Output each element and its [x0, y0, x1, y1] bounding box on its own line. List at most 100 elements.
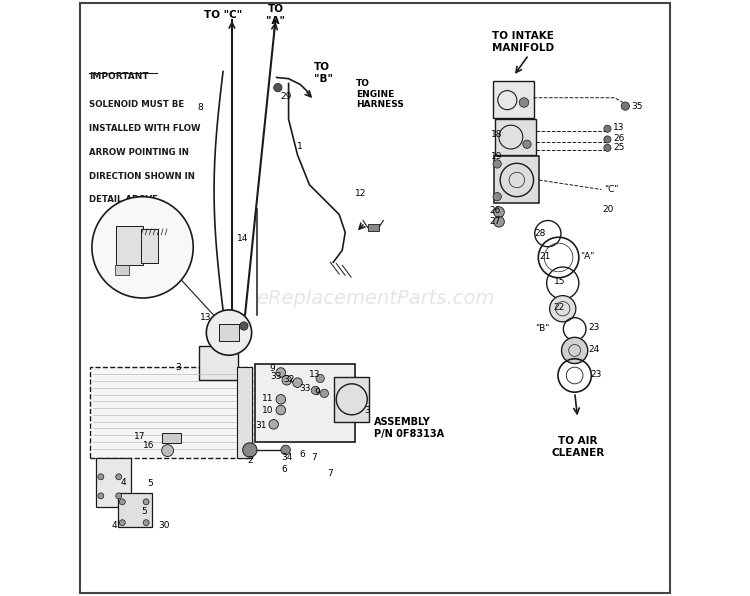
Text: 6: 6 — [299, 449, 304, 459]
Text: 23: 23 — [588, 323, 600, 333]
Bar — [368, 224, 379, 231]
Circle shape — [276, 405, 286, 415]
Bar — [254, 364, 355, 442]
Circle shape — [274, 83, 282, 92]
Text: 7: 7 — [328, 469, 333, 479]
Text: 11: 11 — [262, 393, 274, 403]
Circle shape — [98, 474, 104, 480]
Text: 17: 17 — [134, 432, 146, 441]
Text: TO
"A": TO "A" — [266, 4, 285, 26]
Circle shape — [92, 197, 194, 298]
Text: "A": "A" — [580, 252, 595, 261]
Text: 13: 13 — [200, 312, 211, 322]
Text: 26: 26 — [490, 206, 501, 216]
Circle shape — [550, 296, 576, 322]
Circle shape — [162, 445, 173, 457]
Text: TO "C": TO "C" — [204, 10, 242, 20]
Text: 22: 22 — [554, 303, 565, 312]
Text: TO AIR
CLEANER: TO AIR CLEANER — [551, 436, 604, 458]
Circle shape — [269, 420, 278, 429]
Bar — [162, 433, 181, 443]
Bar — [237, 367, 252, 458]
Circle shape — [119, 520, 125, 526]
Text: 13: 13 — [309, 370, 320, 379]
Text: ASSEMBLY
P/N 0F8313A: ASSEMBLY P/N 0F8313A — [374, 417, 444, 439]
Text: TO
"B": TO "B" — [314, 62, 333, 83]
Circle shape — [320, 389, 328, 398]
Circle shape — [493, 193, 501, 201]
Circle shape — [276, 395, 286, 404]
Text: 28: 28 — [535, 228, 546, 238]
Text: 9: 9 — [270, 364, 275, 373]
Text: 13: 13 — [614, 123, 625, 132]
Text: IMPORTANT: IMPORTANT — [89, 72, 148, 80]
Text: 4: 4 — [112, 521, 118, 530]
Text: TO
ENGINE
HARNESS: TO ENGINE HARNESS — [356, 79, 404, 109]
Text: INSTALLED WITH FLOW: INSTALLED WITH FLOW — [89, 124, 200, 133]
Text: 8: 8 — [197, 103, 203, 112]
Bar — [96, 458, 130, 507]
Circle shape — [116, 474, 122, 480]
Circle shape — [311, 386, 320, 395]
Text: 34: 34 — [281, 453, 292, 462]
Text: DIRECTION SHOWN IN: DIRECTION SHOWN IN — [89, 172, 195, 181]
Text: "B": "B" — [535, 324, 549, 334]
Text: eReplacementParts.com: eReplacementParts.com — [256, 288, 494, 308]
Text: 4: 4 — [120, 478, 126, 488]
Text: 27: 27 — [490, 216, 501, 226]
Bar — [200, 346, 238, 380]
Circle shape — [98, 493, 104, 499]
Text: 3: 3 — [364, 405, 370, 415]
Circle shape — [519, 98, 529, 107]
Circle shape — [494, 216, 504, 227]
Bar — [494, 156, 539, 203]
Text: 33: 33 — [299, 384, 310, 393]
Text: 30: 30 — [158, 521, 170, 530]
Text: 6: 6 — [281, 465, 286, 474]
Text: 2: 2 — [248, 455, 254, 465]
Text: ARROW POINTING IN: ARROW POINTING IN — [89, 148, 189, 157]
Text: 12: 12 — [355, 189, 366, 198]
Bar — [115, 265, 130, 275]
Text: 7: 7 — [310, 453, 316, 462]
Text: 19: 19 — [490, 151, 502, 161]
Circle shape — [243, 443, 257, 457]
Circle shape — [143, 499, 149, 505]
Circle shape — [493, 160, 501, 168]
Circle shape — [282, 375, 292, 385]
Text: 29: 29 — [280, 92, 292, 101]
Text: 35: 35 — [632, 101, 643, 111]
Text: 25: 25 — [614, 143, 625, 153]
Circle shape — [494, 207, 504, 218]
Text: 29: 29 — [225, 328, 237, 337]
Text: 5: 5 — [148, 479, 153, 489]
Bar — [334, 377, 369, 422]
Circle shape — [604, 125, 611, 132]
Circle shape — [621, 102, 629, 110]
Circle shape — [119, 499, 125, 505]
Circle shape — [280, 445, 290, 455]
Text: "C": "C" — [604, 185, 619, 194]
Text: 5: 5 — [142, 507, 147, 516]
Text: SOLENOID MUST BE: SOLENOID MUST BE — [89, 100, 184, 109]
Bar — [141, 229, 158, 263]
Circle shape — [316, 374, 324, 383]
Circle shape — [604, 144, 611, 151]
Text: 16: 16 — [143, 441, 154, 451]
Text: TO INTAKE
MANIFOLD: TO INTAKE MANIFOLD — [492, 31, 554, 52]
Text: 15: 15 — [554, 277, 566, 287]
Bar — [90, 367, 252, 458]
Bar — [496, 119, 536, 155]
Circle shape — [206, 310, 252, 355]
Bar — [116, 226, 142, 265]
Text: DETAIL ABOVE.: DETAIL ABOVE. — [89, 195, 161, 204]
Text: 3: 3 — [176, 363, 181, 372]
Text: 24: 24 — [588, 344, 599, 354]
Text: 32: 32 — [284, 374, 295, 384]
Text: 31: 31 — [255, 421, 266, 430]
Text: 26: 26 — [614, 134, 625, 143]
Circle shape — [604, 136, 611, 143]
Bar — [118, 493, 152, 527]
Text: 10: 10 — [262, 405, 274, 415]
Circle shape — [276, 368, 286, 377]
